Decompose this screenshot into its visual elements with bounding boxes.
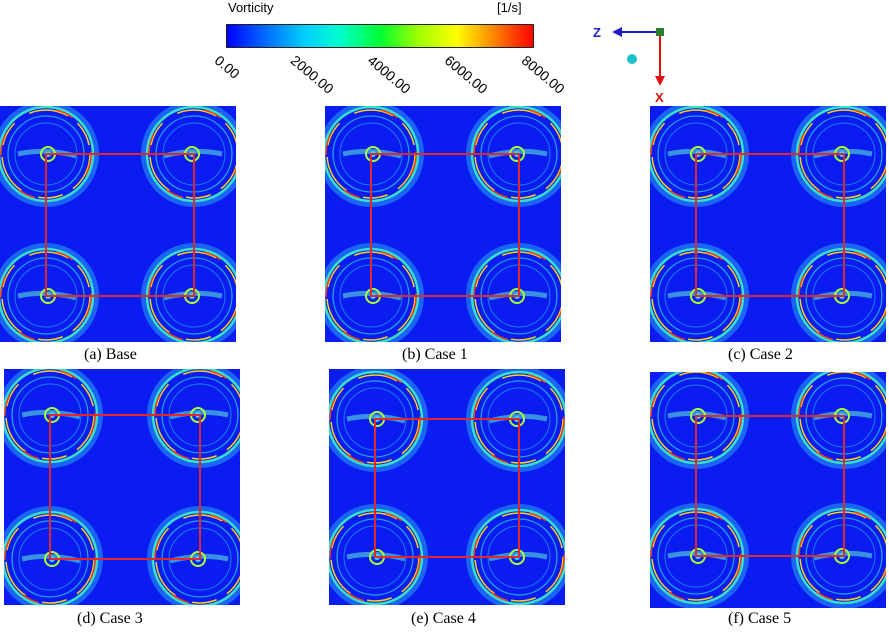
vorticity-contour: [325, 106, 561, 342]
rotor-wake: [791, 243, 886, 342]
panel-caption: (c) Case 2: [728, 346, 793, 363]
colorbar-tick: 8000.00: [518, 52, 568, 97]
panel-caption: (e) Case 4: [411, 610, 476, 627]
vorticity-contour: [4, 369, 240, 605]
rotor-wake: [325, 243, 424, 342]
reference-frame: [370, 153, 520, 297]
rotor-wake: [4, 369, 103, 468]
rotor-wake: [147, 369, 240, 468]
vorticity-panel-case4: [329, 369, 565, 605]
reference-frame: [695, 153, 845, 297]
colorbar-tick: 0.00: [211, 52, 243, 82]
reference-frame: [45, 153, 195, 297]
colorbar-tick: 6000.00: [441, 52, 491, 97]
x-arrowhead: [655, 76, 665, 86]
vorticity-panel-case3: [4, 369, 240, 605]
z-arrowhead: [612, 27, 622, 37]
colorbar: [226, 24, 534, 48]
vorticity-contour: [0, 106, 236, 342]
vorticity-panel-case5: [650, 372, 886, 608]
rotor-wake: [141, 243, 236, 342]
reference-frame: [374, 418, 520, 558]
vorticity-panel-case1: [325, 106, 561, 342]
y-axis-dot: [627, 54, 637, 64]
reference-frame: [49, 414, 201, 560]
rotor-wake: [0, 243, 99, 342]
panel-caption: (b) Case 1: [402, 346, 468, 363]
colorbar-unit: [1/s]: [497, 0, 522, 15]
vorticity-contour: [650, 106, 886, 342]
rotor-wake: [650, 372, 749, 469]
vorticity-contour: [329, 369, 565, 605]
rotor-wake: [466, 243, 561, 342]
axis-triad: Z X: [593, 25, 665, 105]
panel-caption: (a) Base: [84, 346, 137, 363]
vorticity-contour: [650, 372, 886, 608]
colorbar-tick: 2000.00: [287, 52, 337, 97]
colorbar-title: Vorticity: [228, 0, 274, 15]
panel-caption: (d) Case 3: [77, 610, 143, 627]
rotor-wake: [147, 506, 240, 605]
rotor-wake: [4, 506, 103, 605]
vorticity-panel-base: [0, 106, 236, 342]
colorbar-tick: 4000.00: [364, 52, 414, 97]
rotor-wake: [791, 372, 886, 469]
origin-marker: [656, 28, 664, 36]
rotor-wake: [650, 243, 749, 342]
vorticity-panel-case2: [650, 106, 886, 342]
x-axis-label: X: [655, 90, 664, 105]
panel-caption: (f) Case 5: [728, 610, 792, 627]
reference-frame: [695, 415, 845, 557]
z-axis-label: Z: [593, 25, 601, 40]
